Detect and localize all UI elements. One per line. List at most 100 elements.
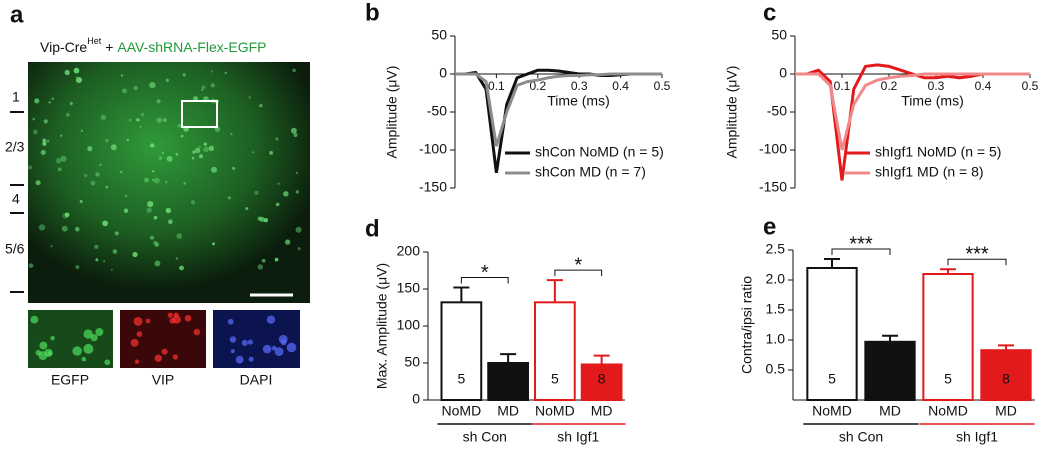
- cell: [262, 344, 272, 354]
- error-bar: [546, 279, 563, 303]
- legend-label: shIgf1 NoMD (n = 5): [875, 144, 1001, 160]
- x-tick-label: 0.4: [975, 79, 992, 93]
- cell: [190, 200, 196, 205]
- cell: [165, 180, 168, 184]
- cell: [114, 231, 119, 236]
- inset-cells: [30, 312, 297, 366]
- y-tick-label: -100: [759, 141, 787, 157]
- cell: [60, 134, 63, 137]
- panel-label: a: [10, 1, 24, 28]
- cell: [266, 315, 276, 324]
- cell: [210, 70, 213, 73]
- y-tick-label: 0: [439, 65, 447, 81]
- cell: [271, 345, 277, 351]
- cell: [64, 212, 70, 218]
- cell: [132, 251, 138, 258]
- cell: [121, 88, 128, 94]
- cell: [73, 67, 80, 74]
- x-tick-label: NoMD: [535, 403, 575, 419]
- cell: [140, 112, 145, 117]
- bar: [806, 267, 858, 401]
- panel-title: Vip-CreHet + AAV-shRNA-Flex-EGFP: [40, 36, 267, 54]
- inset-label: VIP: [152, 372, 175, 388]
- zoom-box: [181, 100, 218, 128]
- cell: [198, 145, 201, 149]
- bar: [487, 362, 529, 401]
- cell: [39, 341, 48, 350]
- cell: [81, 356, 87, 362]
- legend-label: shIgf1 MD (n = 8): [875, 164, 984, 180]
- cell: [105, 185, 109, 189]
- cell: [150, 143, 155, 148]
- cell: [149, 81, 156, 89]
- x-tick-label: MD: [879, 403, 901, 419]
- cell: [42, 141, 47, 146]
- cell: [95, 258, 99, 262]
- cell: [245, 207, 249, 211]
- cell: [80, 129, 83, 132]
- cell: [193, 328, 201, 336]
- x-tick-label: 0.3: [928, 79, 945, 93]
- y-tick-label: 200: [397, 243, 421, 259]
- cell: [247, 339, 253, 345]
- cell: [28, 165, 33, 170]
- panel-label: c: [763, 0, 776, 26]
- y-tick-label: 150: [397, 280, 421, 296]
- inset-label: DAPI: [240, 372, 273, 388]
- y-axis-label: Max. Amplitude (μV): [374, 263, 390, 389]
- n-label: 8: [598, 371, 606, 387]
- layer-label: 5/6: [5, 241, 25, 257]
- cell: [83, 343, 94, 354]
- error-bar: [998, 344, 1014, 351]
- cell: [263, 217, 269, 223]
- cell: [90, 334, 98, 342]
- cell: [274, 257, 279, 262]
- cell: [278, 334, 288, 344]
- micrograph: [28, 62, 310, 303]
- panel: e 0.5 1.0 1.5 2.0 2.5 Contra/ipsi ratio 5 NoMD 7 M…: [739, 213, 1035, 445]
- cell: [153, 177, 160, 184]
- cell: [120, 74, 124, 77]
- cell: [194, 147, 201, 154]
- cell: [182, 73, 186, 77]
- cell: [126, 138, 129, 142]
- cell: [65, 112, 70, 117]
- y-axis-label: Contra/ipsi ratio: [739, 276, 755, 374]
- cell: [230, 132, 233, 136]
- cell: [295, 226, 302, 233]
- y-tick-label: -50: [427, 103, 447, 119]
- x-tick-label: MD: [591, 403, 613, 419]
- x-tick-label: 0.5: [654, 79, 671, 93]
- cell: [230, 349, 235, 354]
- panel-label: e: [763, 213, 776, 240]
- title-virus: AAV-shRNA-Flex-EGFP: [117, 39, 266, 55]
- significance-bracket: [831, 248, 891, 255]
- cell: [46, 139, 50, 143]
- cell: [112, 249, 118, 254]
- layer-label: 2/3: [5, 139, 25, 155]
- y-tick-label: 2.5: [766, 241, 786, 257]
- cell: [145, 318, 151, 324]
- cell: [232, 166, 236, 170]
- cell: [95, 172, 100, 177]
- x-axis-label: Time (ms): [547, 93, 609, 109]
- cell: [248, 356, 254, 362]
- panel-label: b: [365, 0, 380, 26]
- cell: [57, 167, 62, 172]
- cell: [50, 245, 53, 248]
- cell: [110, 144, 117, 151]
- cell-bodies: [28, 67, 302, 271]
- cell: [136, 331, 143, 337]
- cell: [241, 339, 248, 346]
- cell: [295, 190, 300, 194]
- cell: [275, 137, 279, 141]
- cell: [69, 101, 73, 106]
- cell: [40, 149, 46, 155]
- bar: [580, 363, 623, 402]
- cell: [165, 78, 169, 83]
- cell: [42, 138, 46, 143]
- cell: [274, 347, 284, 357]
- cell: [201, 85, 206, 90]
- x-axis-label: Time (ms): [901, 93, 963, 109]
- cell: [227, 196, 231, 200]
